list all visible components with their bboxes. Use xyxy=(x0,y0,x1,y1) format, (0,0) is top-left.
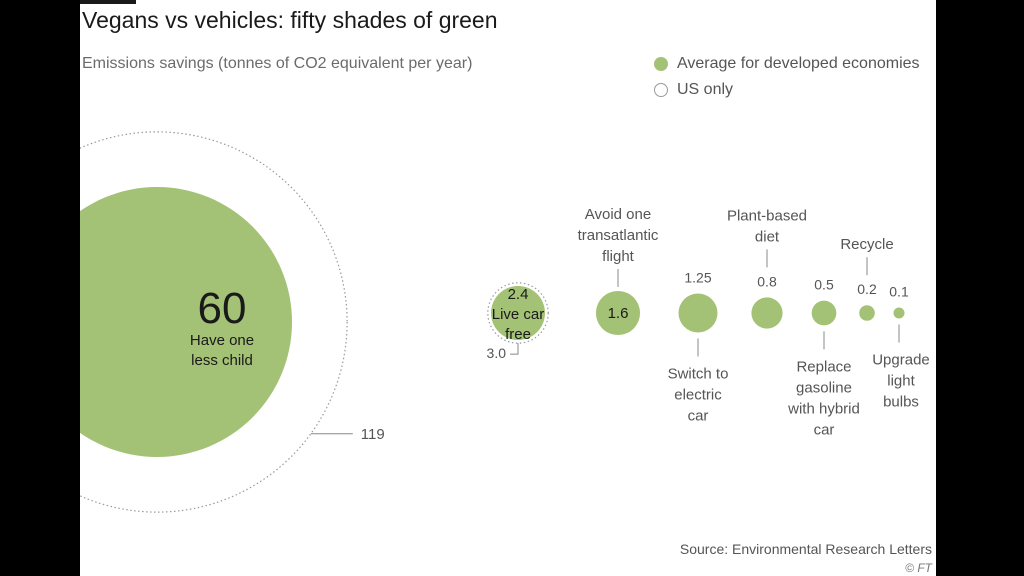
bubble-plant-based-diet xyxy=(751,297,783,329)
legend: Average for developed economies US only xyxy=(652,54,920,106)
bubble-avoid-one-transatlantic-flight xyxy=(595,290,641,336)
bubble-label-recycle-0: Recycle xyxy=(840,236,893,253)
source-note: Source: Environmental Research Letters xyxy=(679,541,932,557)
bubble-value-avoid-one-transatlantic-flight: 1.6 xyxy=(608,305,629,322)
filled-circle-icon xyxy=(654,57,668,71)
bubble-label-upgrade-light-bulbs-1: light xyxy=(887,373,915,390)
bubble-label-replace-gasoline-with-hybrid-car-1: gasoline xyxy=(796,379,852,396)
bubble-label-have-one-less-child-0: Have one xyxy=(190,332,254,349)
legend-item-us: US only xyxy=(652,80,920,106)
bubble-switch-to-electric-car xyxy=(678,293,718,333)
bubble-us-live-car-free xyxy=(487,282,549,344)
bubble-value-replace-gasoline-with-hybrid-car: 0.5 xyxy=(814,277,834,293)
bubble-label-replace-gasoline-with-hybrid-car-0: Replace xyxy=(796,358,851,375)
bubble-label-upgrade-light-bulbs-0: Upgrade xyxy=(872,352,930,369)
bubble-label-plant-based-diet-0: Plant-based xyxy=(727,207,807,224)
bubble-live-car-free xyxy=(491,286,545,340)
bubble-label-replace-gasoline-with-hybrid-car-2: with hybrid xyxy=(787,400,860,417)
legend-label-us: US only xyxy=(677,81,734,98)
bubble-label-avoid-one-transatlantic-flight-0: Avoid one xyxy=(585,206,651,223)
ft-credit: © FT xyxy=(905,561,932,575)
bubble-label-live-car-free-1: free xyxy=(505,326,531,343)
legend-label-developed: Average for developed economies xyxy=(677,55,920,72)
bubble-label-switch-to-electric-car-0: Switch to xyxy=(668,365,729,382)
bubble-label-upgrade-light-bulbs-2: bulbs xyxy=(883,394,919,411)
bubble-label-avoid-one-transatlantic-flight-2: flight xyxy=(602,248,635,265)
legend-item-developed: Average for developed economies xyxy=(652,54,920,80)
bubble-label-have-one-less-child-1: less child xyxy=(191,352,253,369)
bubble-label-avoid-one-transatlantic-flight-1: transatlantic xyxy=(578,227,659,244)
bubble-recycle xyxy=(859,305,875,321)
bubble-have-one-less-child xyxy=(80,187,292,457)
bubble-label-live-car-free-0: Live car xyxy=(492,306,545,323)
bubble-us-have-one-less-child xyxy=(80,131,348,513)
bubble-value-plant-based-diet: 0.8 xyxy=(757,273,777,289)
bubble-value-switch-to-electric-car: 1.25 xyxy=(684,270,711,286)
bubble-label-plant-based-diet-1: diet xyxy=(755,228,780,245)
chart-panel: Vegans vs vehicles: fifty shades of gree… xyxy=(80,0,936,576)
chart-subtitle: Emissions savings (tonnes of CO2 equival… xyxy=(82,55,473,72)
bubble-value-upgrade-light-bulbs: 0.1 xyxy=(889,283,909,299)
bubble-value-recycle: 0.2 xyxy=(857,281,877,297)
bubble-label-switch-to-electric-car-1: electric xyxy=(674,386,722,403)
chart-title: Vegans vs vehicles: fifty shades of gree… xyxy=(82,7,498,33)
bubble-label-replace-gasoline-with-hybrid-car-3: car xyxy=(814,421,835,438)
header-rule xyxy=(80,0,136,4)
leader-us-live-car-free xyxy=(510,343,519,355)
bubble-label-switch-to-electric-car-2: car xyxy=(688,407,709,424)
bubble-upgrade-light-bulbs xyxy=(893,307,905,319)
bubble-value-have-one-less-child: 60 xyxy=(198,284,247,333)
outline-circle-icon xyxy=(654,83,668,97)
bubble-value-live-car-free: 2.4 xyxy=(508,286,529,303)
bubble-replace-gasoline-with-hybrid-car xyxy=(811,300,837,326)
us-value-live-car-free: 3.0 xyxy=(487,345,507,361)
us-value-have-one-less-child: 119 xyxy=(361,426,385,443)
